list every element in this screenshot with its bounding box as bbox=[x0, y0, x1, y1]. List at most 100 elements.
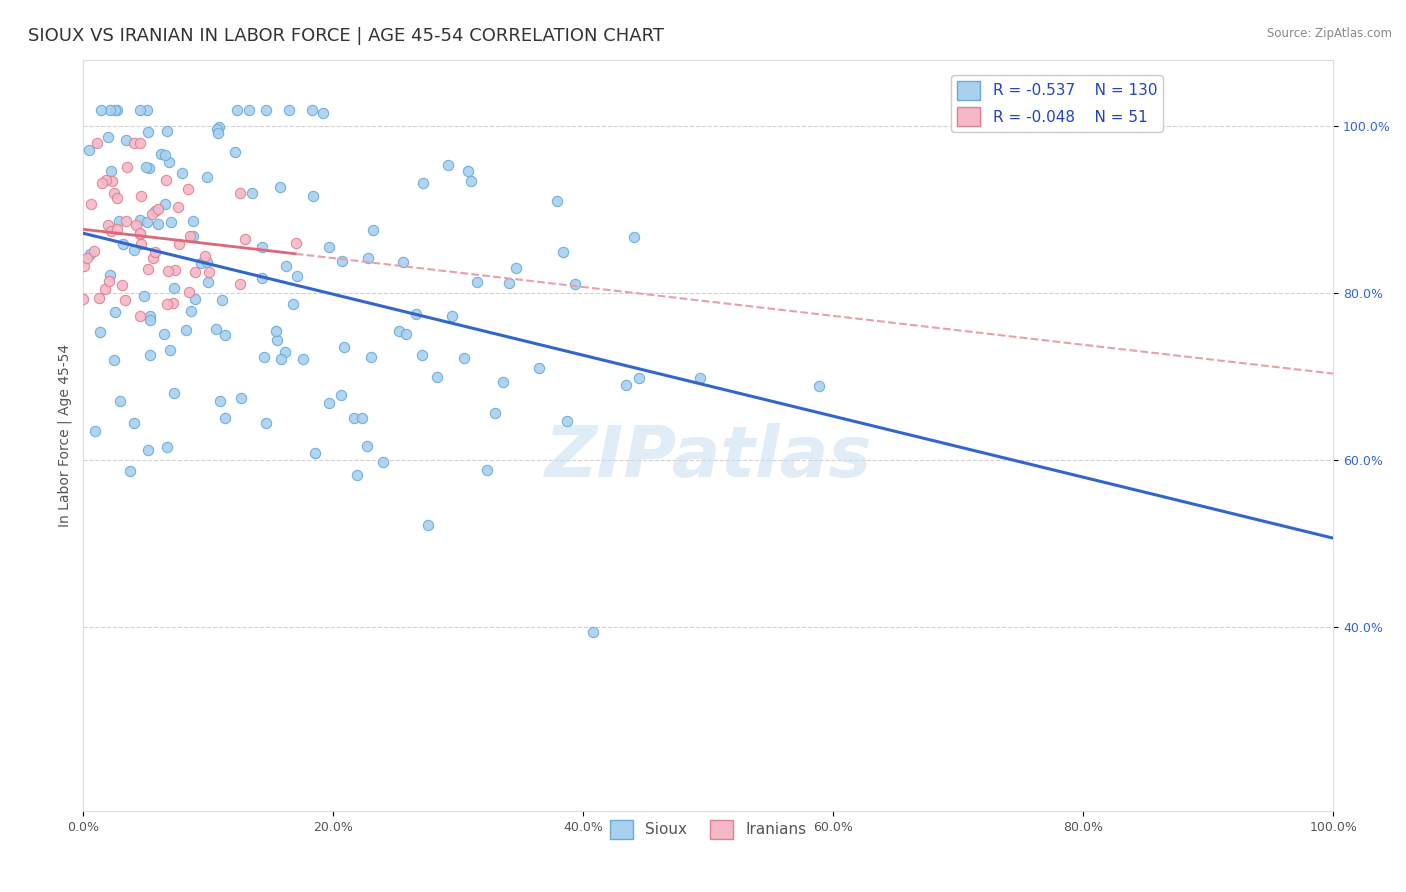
Point bbox=[142, 251, 165, 265]
Point bbox=[214, 411, 236, 425]
Point bbox=[292, 352, 315, 367]
Point bbox=[111, 237, 134, 252]
Point bbox=[198, 265, 221, 279]
Point bbox=[89, 325, 111, 339]
Point bbox=[135, 215, 157, 229]
Point bbox=[80, 197, 103, 211]
Point bbox=[96, 173, 118, 187]
Point bbox=[136, 261, 159, 276]
Point bbox=[343, 411, 366, 425]
Point bbox=[205, 322, 228, 336]
Point bbox=[436, 158, 458, 172]
Y-axis label: In Labor Force | Age 45-54: In Labor Force | Age 45-54 bbox=[58, 343, 72, 527]
Point bbox=[79, 246, 101, 260]
Point bbox=[582, 625, 605, 640]
Point bbox=[159, 343, 181, 357]
Point bbox=[330, 254, 353, 268]
Point bbox=[332, 340, 354, 354]
Point bbox=[360, 350, 382, 364]
Point bbox=[105, 103, 128, 117]
Point bbox=[426, 370, 449, 384]
Point bbox=[555, 414, 578, 428]
Point bbox=[153, 148, 176, 162]
Point bbox=[208, 120, 231, 134]
Point bbox=[104, 103, 127, 117]
Point bbox=[270, 351, 292, 366]
Point bbox=[274, 259, 297, 273]
Point bbox=[156, 124, 179, 138]
Point bbox=[122, 136, 145, 150]
Point bbox=[108, 393, 131, 408]
Point bbox=[197, 276, 219, 290]
Point bbox=[302, 189, 325, 203]
Point bbox=[350, 411, 373, 425]
Text: ZIPatlas: ZIPatlas bbox=[544, 424, 872, 492]
Point bbox=[689, 371, 711, 385]
Point bbox=[167, 236, 190, 251]
Point bbox=[139, 309, 162, 323]
Point bbox=[229, 392, 252, 406]
Point bbox=[457, 163, 479, 178]
Point bbox=[129, 309, 152, 323]
Point bbox=[149, 146, 172, 161]
Point bbox=[98, 268, 121, 282]
Point bbox=[146, 217, 169, 231]
Point bbox=[233, 232, 256, 246]
Point bbox=[266, 334, 288, 348]
Point bbox=[73, 259, 96, 273]
Point bbox=[160, 215, 183, 229]
Point bbox=[371, 454, 394, 468]
Point bbox=[105, 222, 128, 236]
Point bbox=[356, 251, 378, 265]
Point bbox=[165, 263, 187, 277]
Point bbox=[195, 169, 218, 184]
Point bbox=[179, 228, 201, 243]
Point bbox=[252, 350, 274, 364]
Point bbox=[564, 277, 586, 291]
Point bbox=[194, 249, 217, 263]
Point bbox=[115, 214, 138, 228]
Point bbox=[228, 277, 250, 291]
Point bbox=[346, 468, 368, 483]
Point bbox=[475, 462, 498, 476]
Point bbox=[181, 213, 204, 227]
Point bbox=[107, 191, 129, 205]
Point bbox=[90, 103, 112, 117]
Point bbox=[128, 103, 150, 117]
Point bbox=[129, 227, 152, 241]
Point bbox=[76, 251, 98, 265]
Point bbox=[97, 274, 120, 288]
Point bbox=[623, 230, 645, 244]
Point bbox=[240, 186, 263, 200]
Point bbox=[114, 293, 136, 308]
Point bbox=[208, 393, 231, 408]
Point bbox=[388, 324, 411, 338]
Point bbox=[138, 161, 160, 175]
Point bbox=[181, 229, 204, 244]
Point bbox=[411, 348, 433, 362]
Point bbox=[136, 443, 159, 458]
Point bbox=[392, 255, 415, 269]
Point bbox=[505, 260, 527, 275]
Point bbox=[143, 245, 166, 260]
Point bbox=[395, 327, 418, 342]
Point bbox=[492, 376, 515, 390]
Point bbox=[72, 293, 94, 307]
Point bbox=[252, 240, 274, 254]
Point bbox=[129, 226, 152, 240]
Point bbox=[135, 103, 157, 117]
Point bbox=[224, 145, 246, 160]
Point bbox=[93, 282, 115, 296]
Point bbox=[405, 307, 427, 321]
Point bbox=[134, 288, 156, 302]
Point bbox=[614, 377, 637, 392]
Point bbox=[155, 172, 177, 186]
Point bbox=[546, 194, 568, 209]
Point bbox=[156, 297, 179, 311]
Point bbox=[86, 136, 108, 150]
Point bbox=[77, 144, 100, 158]
Point bbox=[179, 303, 201, 318]
Point bbox=[172, 166, 194, 180]
Point bbox=[111, 278, 134, 293]
Point bbox=[129, 189, 152, 203]
